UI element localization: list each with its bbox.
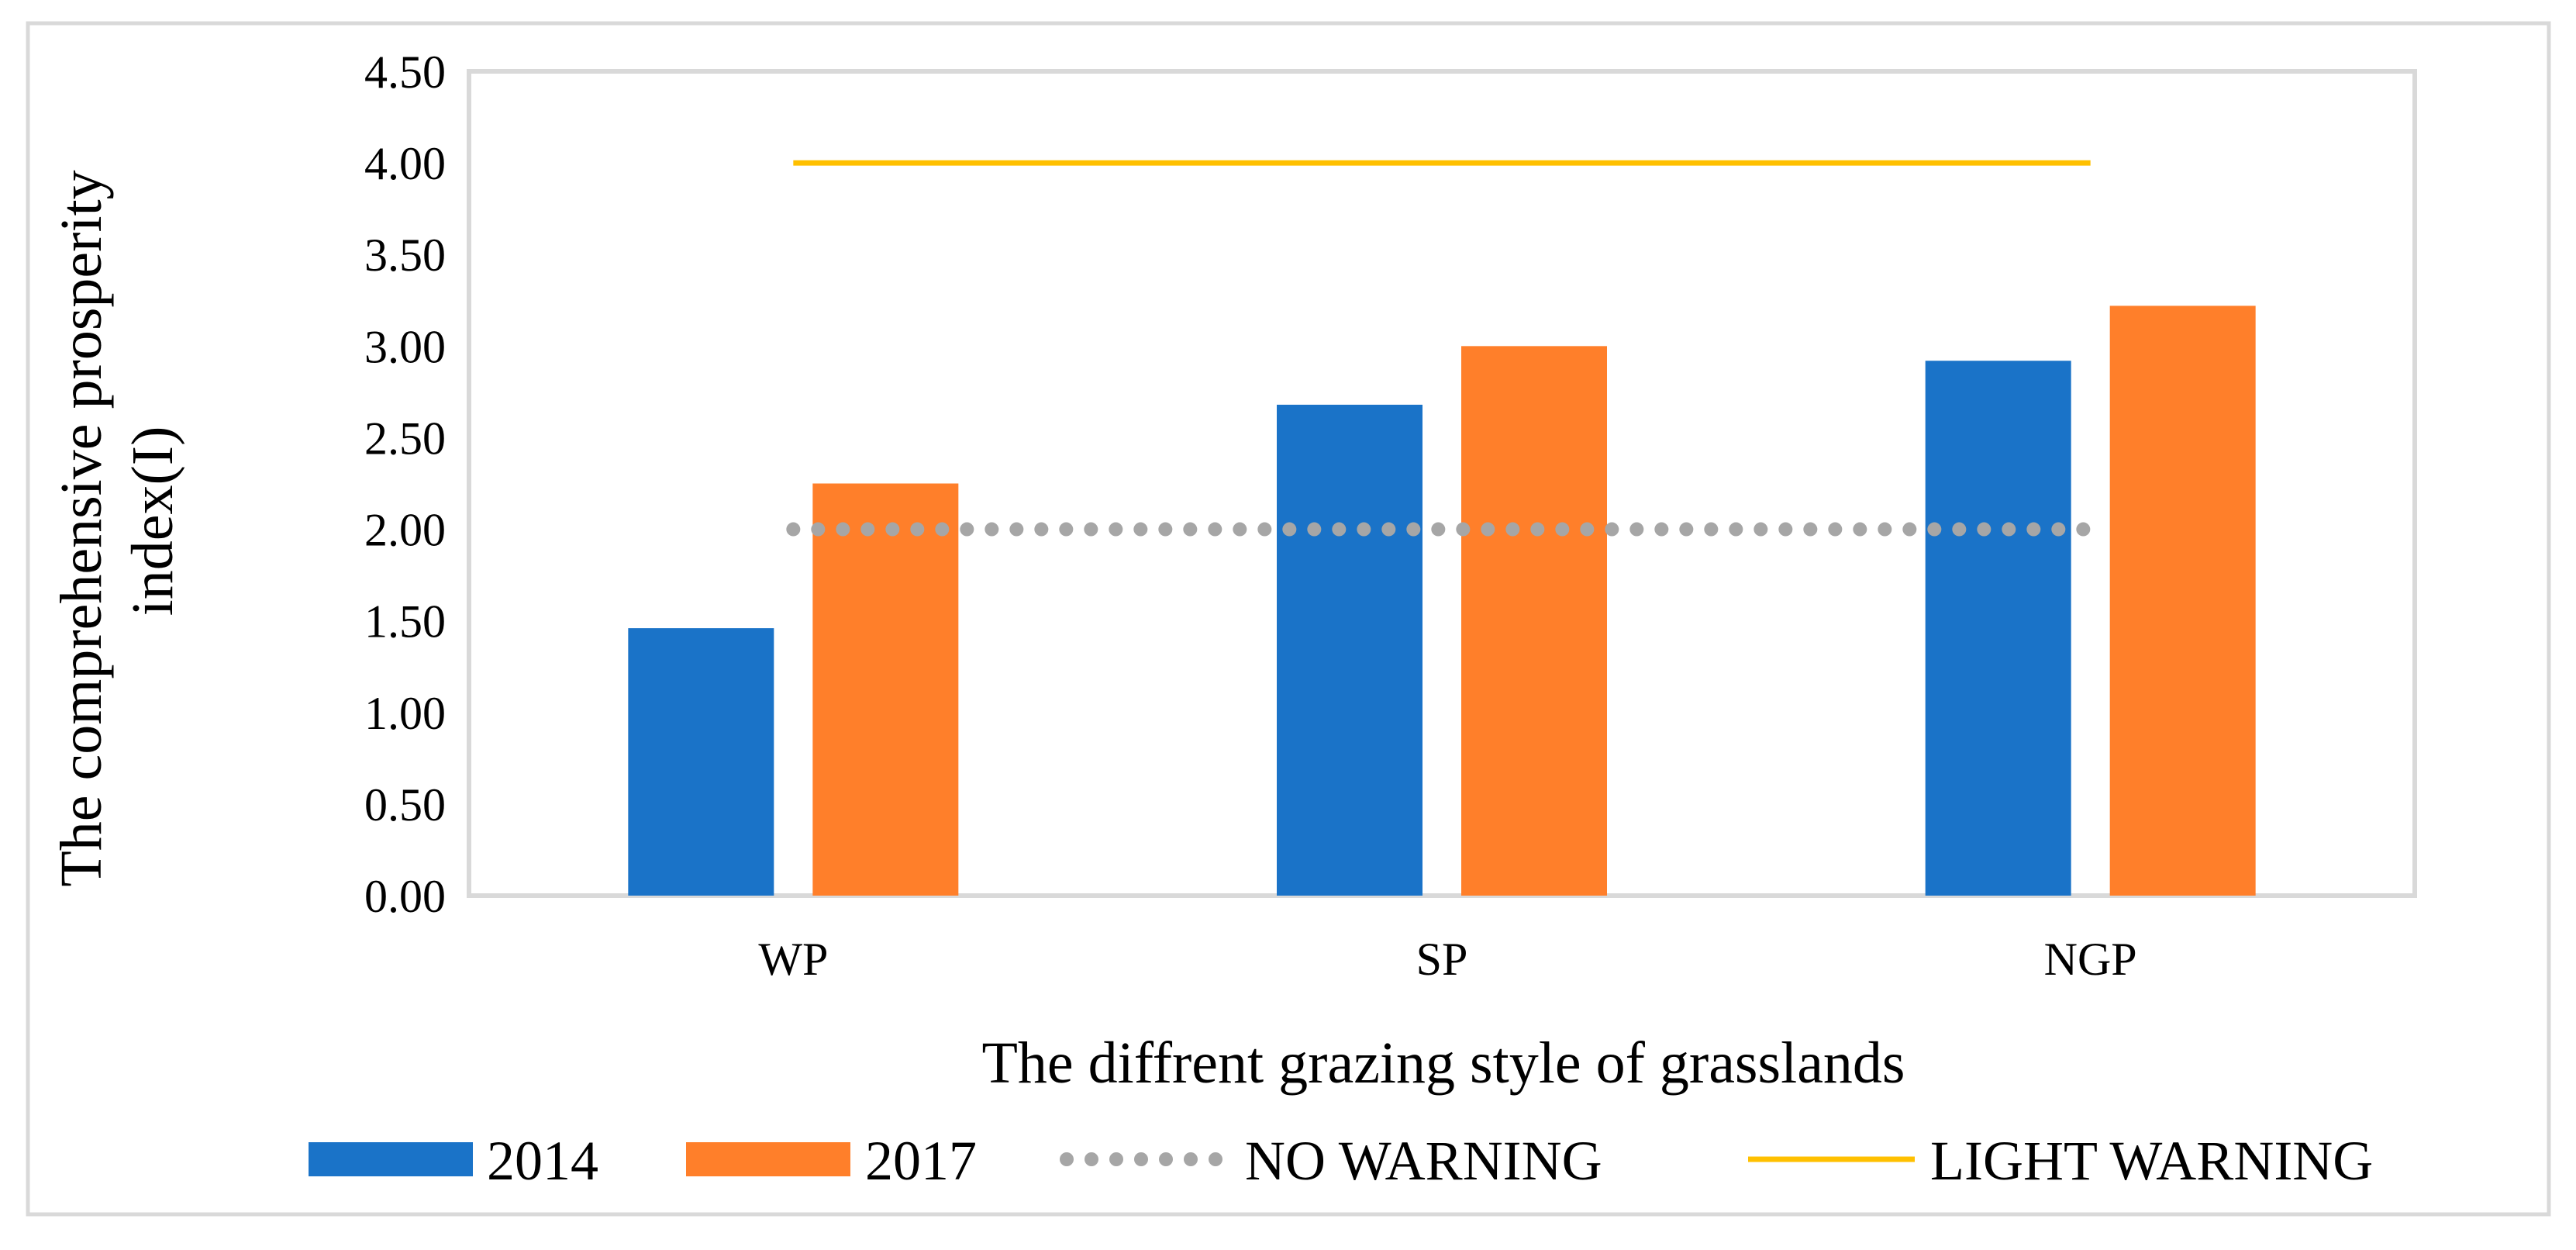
- bar-2014-sp: [1277, 404, 1422, 896]
- y-axis-ticks: 0.00 0.50 1.00 1.50 2.00 2.50 3.00 3.50 4.00 4.50: [364, 47, 446, 922]
- y-tick-label: 1.00: [364, 688, 446, 739]
- legend-swatch-2017: [686, 1142, 850, 1176]
- x-tick-label-sp: SP: [1416, 934, 1468, 985]
- y-axis-title-line-1: The comprehensive prosperity: [49, 170, 114, 886]
- y-tick-label: 4.50: [364, 47, 446, 98]
- legend: 2014 2017 NO WARNING LIGHT WARNING: [309, 1130, 2373, 1192]
- y-tick-label: 4.00: [364, 138, 446, 189]
- y-axis-title: The comprehensive prosperity index(I): [49, 155, 185, 886]
- y-tick-label: 2.00: [364, 505, 446, 556]
- y-tick-label: 0.00: [364, 871, 446, 922]
- y-tick-label: 3.00: [364, 321, 446, 372]
- bar-2017-ngp: [2109, 306, 2256, 896]
- bars: [628, 306, 2256, 896]
- y-tick-label: 0.50: [364, 779, 446, 830]
- x-tick-label-ngp: NGP: [2044, 934, 2137, 985]
- x-axis-title: The diffrent grazing style of grasslands: [981, 1031, 1905, 1096]
- legend-label-light-warning: LIGHT WARNING: [1930, 1130, 2373, 1192]
- bar-2014-wp: [628, 628, 774, 896]
- legend-label-2014: 2014: [487, 1130, 598, 1192]
- y-axis-title-line-2: index(I): [120, 426, 185, 616]
- y-tick-label: 3.50: [364, 230, 446, 281]
- y-tick-label: 1.50: [364, 596, 446, 647]
- plot-area-border: [467, 69, 2417, 898]
- x-tick-label-wp: WP: [758, 934, 828, 985]
- legend-label-no-warning: NO WARNING: [1245, 1130, 1602, 1192]
- x-axis-ticks: WP SP NGP: [758, 934, 2136, 985]
- bar-2017-wp: [812, 483, 959, 896]
- y-tick-label: 2.50: [364, 413, 446, 464]
- legend-swatch-2014: [309, 1142, 473, 1176]
- reference-lines: [786, 160, 2098, 537]
- legend-label-2017: 2017: [865, 1130, 977, 1192]
- bar-2014-ngp: [1925, 361, 2071, 896]
- bar-2017-sp: [1461, 346, 1607, 896]
